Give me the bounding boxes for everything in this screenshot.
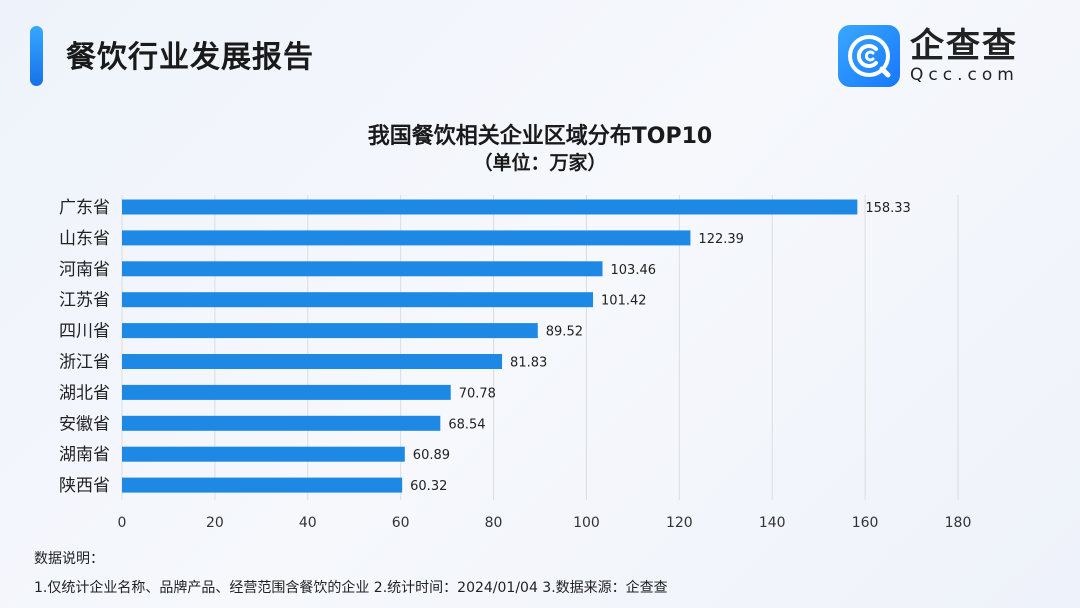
report-title: 餐饮行业发展报告 — [66, 40, 314, 75]
bar — [122, 477, 403, 493]
value-label: 60.89 — [413, 448, 450, 463]
category-label: 山东省 — [59, 229, 110, 249]
category-label: 广东省 — [59, 198, 110, 218]
x-tick-label: 180 — [945, 515, 972, 531]
x-tick-label: 120 — [666, 515, 693, 531]
value-label: 158.33 — [865, 201, 911, 216]
category-label: 湖南省 — [59, 445, 110, 465]
value-label: 68.54 — [448, 417, 485, 432]
category-label: 安徽省 — [59, 414, 110, 434]
value-label: 89.52 — [546, 325, 583, 340]
bar — [122, 446, 405, 462]
x-tick-label: 20 — [206, 515, 224, 531]
chart-subtitle: （单位：万家） — [473, 152, 607, 174]
x-tick-label: 160 — [852, 515, 879, 531]
category-label: 陕西省 — [59, 476, 110, 496]
bar — [122, 323, 538, 339]
bar — [122, 199, 858, 215]
value-label: 81.83 — [510, 356, 547, 371]
x-tick-label: 60 — [392, 515, 410, 531]
x-tick-label: 140 — [759, 515, 786, 531]
x-tick-label: 100 — [573, 515, 600, 531]
chart-title: 我国餐饮相关企业区域分布TOP10 — [367, 124, 713, 149]
category-label: 四川省 — [59, 322, 110, 342]
value-label: 103.46 — [611, 263, 657, 278]
notes-heading: 数据说明： — [34, 551, 104, 567]
category-label: 湖北省 — [59, 383, 110, 403]
category-label: 河南省 — [59, 260, 110, 280]
value-label: 122.39 — [698, 232, 744, 247]
value-label: 101.42 — [601, 294, 647, 309]
x-tick-label: 80 — [485, 515, 503, 531]
notes-body: 1.仅统计企业名称、品牌产品、经营范围含餐饮的企业 2.统计时间：2024/01… — [34, 580, 668, 596]
bar — [122, 230, 691, 246]
magnifier-c-icon — [838, 25, 900, 87]
category-label: 江苏省 — [59, 291, 110, 311]
x-tick-label: 40 — [299, 515, 317, 531]
value-label: 60.32 — [410, 479, 447, 494]
qcc-logo: 企查查 Qcc.com — [838, 25, 1019, 87]
bar — [122, 261, 603, 277]
x-tick-label: 0 — [118, 515, 127, 531]
bar — [122, 292, 594, 308]
bar — [122, 354, 503, 369]
bar — [122, 415, 441, 431]
value-label: 70.78 — [459, 386, 496, 401]
title-accent-bar — [30, 26, 43, 86]
logo-name-en: Qcc.com — [910, 65, 1019, 85]
bar — [122, 384, 451, 400]
category-label: 浙江省 — [59, 353, 110, 373]
logo-name-cn: 企查查 — [910, 26, 1018, 66]
